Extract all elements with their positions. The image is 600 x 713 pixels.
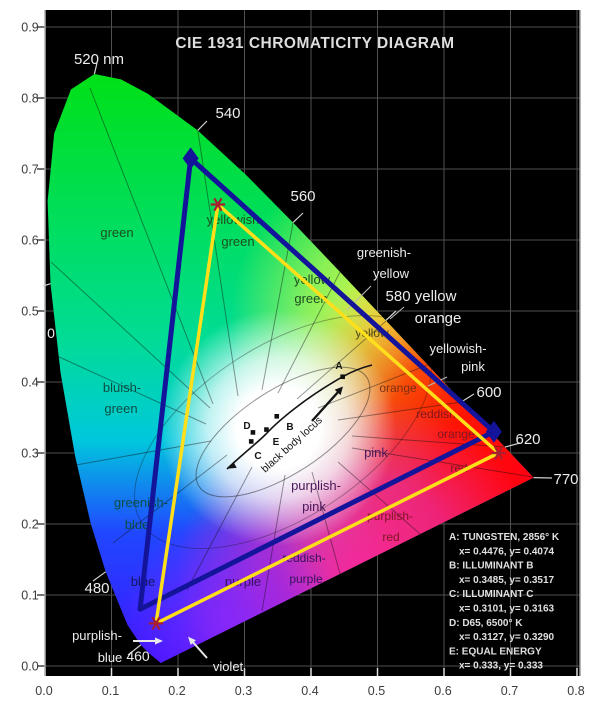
legend-entry-coords: x= 0.3127, y= 0.3290: [459, 632, 555, 643]
diagram-label: purplish-: [291, 478, 341, 493]
x-tick-label: 0.6: [434, 684, 451, 698]
x-tick-label: 0.2: [168, 684, 185, 698]
illuminant-point-E: [264, 427, 269, 432]
x-tick-label: 0.0: [35, 684, 52, 698]
illuminant-point-A: [340, 374, 345, 380]
diagram-label: yellow: [373, 266, 410, 281]
illuminant-point-C: [248, 439, 254, 444]
diagram-label: violet: [213, 659, 244, 674]
diamond-marker: [182, 147, 199, 170]
diagram-label: blue: [98, 650, 123, 665]
gamut-triangles: [137, 147, 506, 631]
x-tick-label: 0.3: [235, 684, 252, 698]
diagram-label: bluish-: [103, 380, 141, 395]
legend-entry-name: C: ILLUMINANT C: [449, 589, 533, 600]
white-region-boundary: [195, 366, 371, 498]
y-tick-label: 0.8: [21, 92, 38, 106]
y-tick-label: 0.1: [21, 589, 38, 603]
wavelength-ticks: [42, 62, 553, 656]
diagram-label: orange: [437, 427, 475, 441]
axis-tick-labels: 0.0 0.1 0.2 0.3 0.4 0.5 0.6 0.7 0.8 0.9 0.8 0.7 0.6 0…: [21, 21, 584, 699]
diagram-label: pink: [461, 359, 485, 374]
diagram-label: 460: [126, 648, 150, 664]
legend-entry-name: E: EQUAL ENERGY: [449, 646, 542, 657]
y-tick-label: 0.3: [21, 447, 38, 461]
diagram-label: B: [286, 422, 293, 433]
diagram-label: green: [100, 225, 133, 240]
illuminant-legend: A: TUNGSTEN, 2856° K x= 0.4476, y= 0.4074…: [449, 532, 560, 672]
diagram-label: orange: [379, 381, 417, 395]
x-tick-label: 0.8: [567, 684, 584, 698]
star-marker: [491, 446, 506, 460]
y-tick-label: 0.2: [21, 518, 38, 532]
y-tick-label: 0.0: [21, 660, 38, 674]
y-tick-label: 0.5: [21, 305, 38, 319]
diagram-label: E: [273, 437, 280, 448]
violet-arrow: [190, 639, 208, 659]
star-marker: [148, 616, 164, 631]
locus-arrowhead-up: [334, 386, 343, 396]
diagram-label: red: [382, 530, 399, 544]
y-tick-label: 0.4: [21, 376, 38, 390]
diagram-label: purplish-: [72, 628, 122, 643]
legend-entry-name: D: D65, 6500° K: [449, 618, 523, 629]
navy-triangle: [137, 155, 497, 612]
x-tick-label: 0.7: [501, 684, 518, 698]
legend-entry-coords: x= 0.3101, y= 0.3163: [459, 604, 555, 615]
x-tick-label: 0.4: [301, 684, 318, 698]
diagram-label: 580 yellow: [386, 288, 457, 305]
diagram-label: purple: [289, 572, 323, 586]
x-tick-label: 0.5: [368, 684, 385, 698]
diagram-label: green: [104, 401, 137, 416]
illuminant-point-B: [274, 413, 280, 419]
legend-entry-coords: x= 0.4476, y= 0.4074: [459, 546, 555, 557]
y-tick-label: 0.7: [21, 163, 38, 177]
diagram-label: 540: [215, 105, 240, 122]
legend-entry-name: B: ILLUMINANT B: [449, 561, 533, 572]
star-marker: [210, 197, 226, 212]
diagram-label: 770: [553, 471, 578, 488]
diamond-marker: [485, 420, 502, 443]
diagram-label: 520 nm: [74, 51, 124, 68]
illuminant-point-D: [250, 430, 256, 435]
diagram-label: pink: [302, 499, 326, 514]
violet-arrowhead: [188, 636, 196, 645]
diagram-label: orange: [415, 310, 462, 327]
black-body-locus-curve: [226, 364, 373, 470]
diagram-label: 0: [47, 325, 55, 341]
diagram-label: yellowish-: [429, 341, 486, 356]
diagram-label: D: [243, 421, 250, 432]
legend-entry-name: A: TUNGSTEN, 2856° K: [449, 532, 560, 543]
y-tick-label: 0.9: [21, 21, 38, 35]
chart-title: CIE 1931 CHROMATICITY DIAGRAM: [175, 35, 454, 52]
locus-arrow-up: [311, 390, 340, 422]
diagram-label: C: [254, 451, 261, 462]
diagram-label: green: [221, 234, 254, 249]
legend-entry-coords: x= 0.3485, y= 0.3517: [459, 575, 555, 586]
diagram-label: 480: [84, 580, 109, 597]
x-tick-label: 0.1: [102, 684, 119, 698]
legend-entry-coords: x= 0.333, y= 0.333: [459, 661, 543, 672]
diagram-label: 600: [476, 384, 501, 401]
purplish-blue-arrowhead: [155, 637, 163, 645]
locus-arrowhead-left: [228, 461, 237, 469]
diagram-label: greenish-: [114, 495, 168, 510]
illuminant-points: [248, 374, 345, 444]
diagram-label: A: [335, 361, 342, 372]
yellow-triangle: [154, 202, 501, 626]
diagram-label: 620: [515, 431, 540, 448]
diagram-label: pink: [364, 445, 388, 460]
diagram-label: blue: [125, 517, 150, 532]
y-tick-label: 0.6: [21, 234, 38, 248]
diagram-label: 560: [290, 188, 315, 205]
diagram-label: greenish-: [357, 245, 411, 260]
